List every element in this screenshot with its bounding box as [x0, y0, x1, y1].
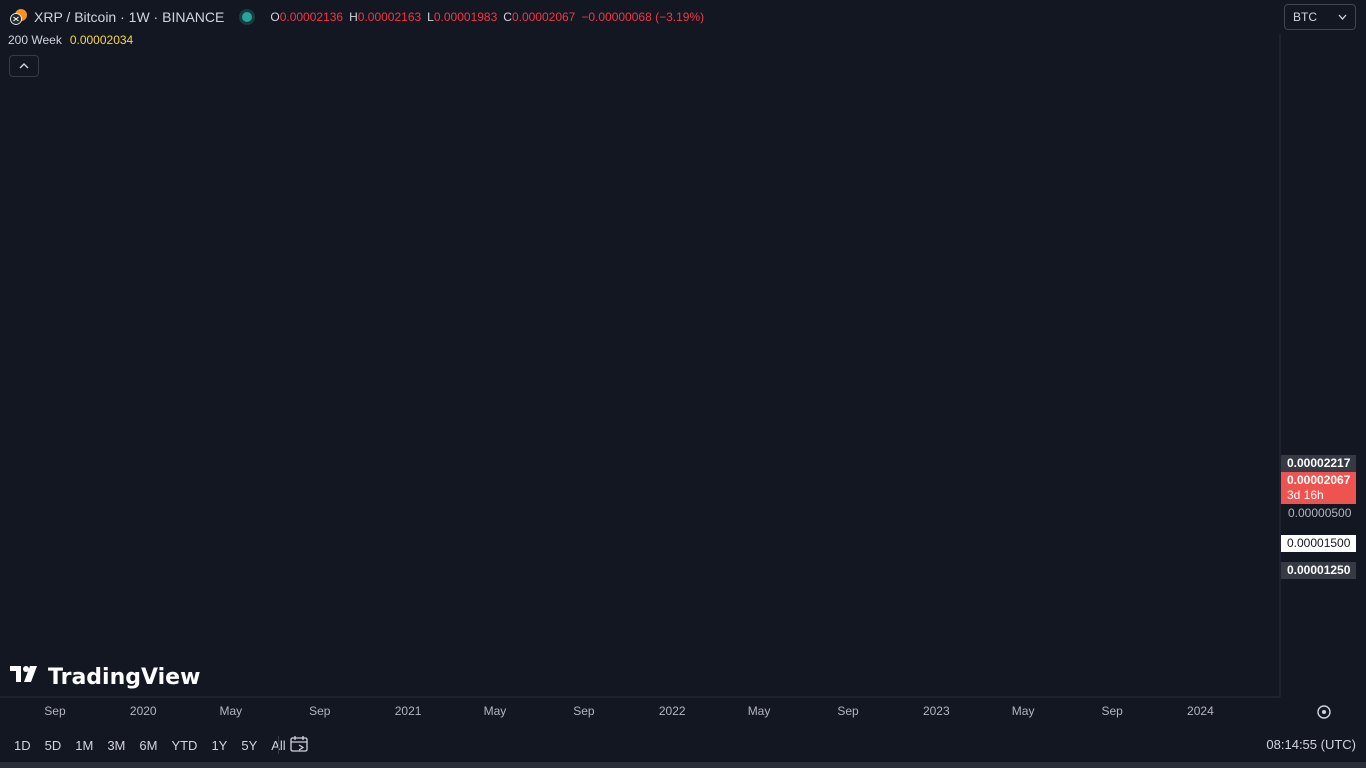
range-1y-button[interactable]: 1Y [211, 737, 228, 753]
chart-settings-icon[interactable] [1315, 703, 1333, 721]
support-price-tag: 0.00001250 [1281, 562, 1356, 579]
collapse-legend-button[interactable] [9, 55, 39, 77]
ohlc-close-value: 0.00002067 [511, 10, 576, 24]
x-tick-label: May [1012, 704, 1035, 718]
ohlc-high-value: 0.00002163 [357, 10, 422, 24]
ohlc-change: −0.00000068 (−3.19%) [581, 10, 705, 24]
currency-selector[interactable]: BTC [1284, 4, 1356, 30]
tradingview-mark-icon [10, 664, 40, 690]
x-tick-label: May [484, 704, 507, 718]
market-open-indicator [242, 12, 253, 22]
x-tick-label: Sep [1101, 704, 1123, 718]
utc-clock[interactable]: 08:14:55 (UTC) [1266, 737, 1356, 752]
indicator-legend[interactable]: 200 Week 0.00002034 [8, 33, 133, 47]
ohlc-open-key: O [270, 10, 280, 24]
currency-label: BTC [1293, 10, 1317, 24]
x-tick-label: 2023 [923, 704, 950, 718]
x-tick-label: Sep [44, 704, 66, 718]
range-5y-button[interactable]: 5Y [241, 737, 258, 753]
bar-countdown: 3d 16h [1287, 488, 1324, 502]
indicator-name: 200 Week [8, 33, 62, 47]
resistance-price-tag: 0.00002217 [1281, 455, 1356, 472]
ohlc-values: O 0.00002136 H 0.00002163 L 0.00001983 C 0.0… [270, 10, 710, 24]
range-toolbar: 1D 5D 1M 3M 6M YTD 1Y 5Y All [0, 730, 1366, 760]
x-tick-label: Sep [573, 704, 595, 718]
toolbar-divider [278, 736, 279, 754]
x-tick-label: 2021 [395, 704, 422, 718]
x-tick-label: May [748, 704, 771, 718]
x-tick-label: Sep [309, 704, 331, 718]
calendar-go-to-date-icon[interactable] [289, 734, 309, 754]
range-5d-button[interactable]: 5D [44, 737, 62, 753]
ohlc-high-key: H [349, 10, 358, 24]
x-tick-label: 2022 [659, 704, 686, 718]
y-tick-label: 0.00000500 [1288, 506, 1352, 520]
symbol-title[interactable]: XRP / Bitcoin · 1W · BINANCE [34, 9, 225, 25]
range-6m-button[interactable]: 6M [139, 737, 158, 753]
ohlc-close-key: C [503, 10, 512, 24]
range-1d-button[interactable]: 1D [14, 737, 31, 753]
chevron-up-icon [19, 63, 29, 69]
last-price-value: 0.00002067 [1287, 473, 1351, 487]
x-tick-label: 2020 [130, 704, 157, 718]
x-tick-label: Sep [837, 704, 859, 718]
range-ytd-button[interactable]: YTD [171, 737, 198, 753]
indicator-value: 0.00002034 [69, 33, 134, 47]
ohlc-open-value: 0.00002136 [279, 10, 344, 24]
ohlc-low-value: 0.00001983 [433, 10, 498, 24]
x-tick-label: 2024 [1187, 704, 1214, 718]
x-tick-label: May [219, 704, 242, 718]
last-price-tag: 0.00002067 3d 16h [1281, 472, 1356, 504]
chevron-down-icon [1338, 14, 1347, 20]
bottom-scroll-strip [0, 762, 1366, 768]
tradingview-wordmark: TradingView [48, 664, 201, 690]
range-3m-button[interactable]: 3M [107, 737, 126, 753]
dotted-line-price-tag: 0.00001500 [1281, 535, 1356, 552]
tradingview-logo[interactable]: TradingView [10, 664, 200, 690]
range-1m-button[interactable]: 1M [75, 737, 94, 753]
xrp-logo-icon [10, 8, 28, 26]
ohlc-low-key: L [427, 10, 434, 24]
chart-header: XRP / Bitcoin · 1W · BINANCE O 0.00002136… [0, 0, 1270, 34]
